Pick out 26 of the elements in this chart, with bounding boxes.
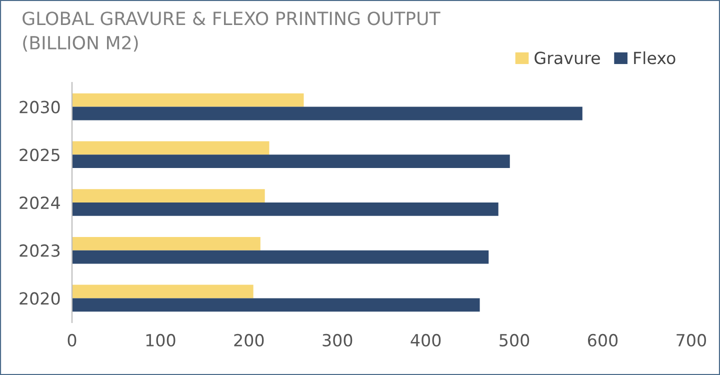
- x-tick-label: 400: [410, 334, 441, 347]
- x-tick-label: 200: [234, 334, 264, 347]
- legend-label: Gravure: [534, 52, 600, 64]
- x-tick-label: 300: [322, 334, 352, 347]
- x-tick-label: 700: [676, 334, 706, 347]
- y-tick-label: 2030: [20, 100, 60, 114]
- y-tick-label: 2025: [20, 148, 60, 162]
- bar: [72, 250, 489, 264]
- bar: [72, 93, 304, 107]
- y-tick-label: 2020: [20, 292, 60, 305]
- bar: [72, 189, 265, 202]
- bar: [72, 106, 582, 120]
- x-tick-label: 0: [68, 334, 76, 347]
- x-tick-label: 500: [500, 334, 530, 347]
- bar: [72, 141, 270, 155]
- bar: [72, 236, 260, 250]
- bar: [72, 154, 510, 168]
- x-tick-label: 600: [588, 334, 618, 347]
- bar: [72, 202, 498, 216]
- y-tick-label: 2024: [20, 196, 60, 210]
- bar: [72, 284, 254, 298]
- x-tick-label: 100: [146, 334, 176, 347]
- chart-title: GLOBAL GRAVURE & FLEXO PRINTING OUTPUT (BILLION M2): [22, 12, 440, 52]
- legend-label: Flexo: [634, 51, 676, 64]
- bar: [72, 298, 480, 312]
- y-tick-label: 2023: [20, 244, 60, 257]
